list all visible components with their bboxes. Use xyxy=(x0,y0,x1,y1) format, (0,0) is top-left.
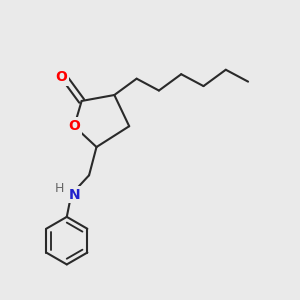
Text: N: N xyxy=(68,188,80,202)
Text: O: O xyxy=(55,70,67,84)
Text: O: O xyxy=(68,119,80,133)
Text: H: H xyxy=(55,182,64,195)
